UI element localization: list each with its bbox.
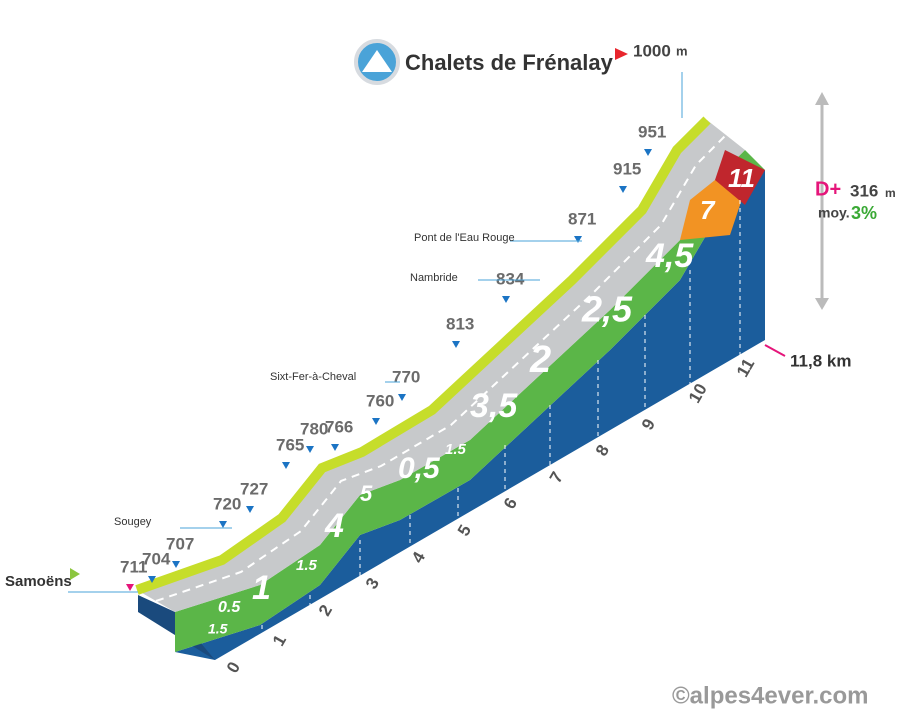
- place-label: Pont de l'Eau Rouge: [414, 232, 515, 244]
- gradient: 11: [728, 163, 755, 193]
- gain-label: D+: [815, 178, 841, 200]
- altitude-marker: [574, 236, 582, 243]
- altitude-label: 915: [613, 159, 641, 178]
- logo-mountain: [362, 50, 392, 72]
- gradient: 0,5: [398, 452, 441, 485]
- km-label: 11: [733, 355, 758, 380]
- altitude-label: 760: [366, 391, 394, 410]
- summit-altitude: 1000: [633, 41, 671, 60]
- altitude-marker: [148, 576, 156, 583]
- altitude-label: 834: [496, 269, 525, 288]
- km-label: 5: [454, 522, 475, 540]
- start-label: Samoëns: [5, 573, 72, 590]
- km-label: 3: [362, 575, 383, 593]
- place-label: Nambride: [410, 272, 458, 284]
- summit-flag: [615, 48, 628, 60]
- gradient: 4,5: [645, 237, 694, 275]
- altitude-marker: [644, 149, 652, 156]
- km-label: 8: [592, 442, 613, 460]
- copyright: ©alpes4ever.com: [672, 682, 868, 709]
- altitude-label: 766: [325, 417, 353, 436]
- gradient: 1.5: [208, 621, 228, 637]
- road-edge: [135, 116, 711, 595]
- altitude-label: 704: [142, 549, 171, 568]
- altitude-label: 707: [166, 534, 194, 553]
- gradient: 3,5: [470, 387, 518, 425]
- avg-label: moy.: [818, 205, 850, 221]
- km-label: 9: [638, 416, 659, 434]
- summit-unit: m: [676, 43, 688, 58]
- start-flag: [70, 568, 80, 580]
- avg: 3%: [851, 203, 877, 223]
- road: [137, 120, 745, 612]
- arrow-head: [815, 92, 829, 105]
- gradient: 0.5: [218, 599, 241, 616]
- altitude-label: 770: [392, 367, 420, 386]
- km-label: 2: [315, 602, 336, 620]
- gradient: 4: [324, 507, 344, 545]
- altitude-marker: [246, 506, 254, 513]
- distance-tick: [764, 344, 786, 357]
- distance: 11,8 km: [790, 351, 851, 370]
- km-label: 7: [546, 469, 567, 487]
- gain: 316: [850, 181, 878, 200]
- altitude-marker: [126, 584, 134, 591]
- gradient: 1: [252, 569, 271, 607]
- altitude-marker: [331, 444, 339, 451]
- road-centre: [155, 134, 727, 602]
- altitude-marker: [398, 394, 406, 401]
- altitude-label: 765: [276, 435, 304, 454]
- altitude-label: 727: [240, 479, 268, 498]
- gain-unit: m: [885, 186, 896, 200]
- altitude-marker: [219, 521, 227, 528]
- altitude-label: 720: [213, 494, 241, 513]
- altitude-marker: [452, 341, 460, 348]
- altitude-label: 780: [300, 419, 328, 438]
- gradient: 2: [529, 339, 551, 381]
- altitude-label: 711: [120, 557, 147, 576]
- orange-block: [680, 180, 745, 240]
- altitude-label: 813: [446, 314, 474, 333]
- title: Chalets de Frénalay: [405, 50, 614, 75]
- altitude-marker: [619, 186, 627, 193]
- gradient: 7: [700, 195, 716, 225]
- altitude-label: 871: [568, 209, 596, 228]
- place-label: Sougey: [114, 516, 152, 528]
- gradient: 5: [360, 481, 373, 506]
- gradient: 1.5: [445, 441, 467, 458]
- gradient: 2,5: [581, 289, 633, 330]
- altitude-marker: [282, 462, 290, 469]
- km-label: 4: [408, 548, 429, 566]
- km-label: 6: [500, 495, 521, 513]
- km-label: 0: [223, 659, 244, 677]
- altitude-label: 951: [638, 122, 666, 141]
- red-block: [715, 150, 765, 205]
- altitude-marker: [502, 296, 510, 303]
- gradient: 1.5: [296, 557, 318, 574]
- km-label: 1: [269, 632, 290, 650]
- altitude-marker: [172, 561, 180, 568]
- arrow-head: [815, 298, 829, 310]
- altitude-marker: [306, 446, 314, 453]
- altitude-marker: [372, 418, 380, 425]
- place-label: Sixt-Fer-à-Cheval: [270, 371, 356, 383]
